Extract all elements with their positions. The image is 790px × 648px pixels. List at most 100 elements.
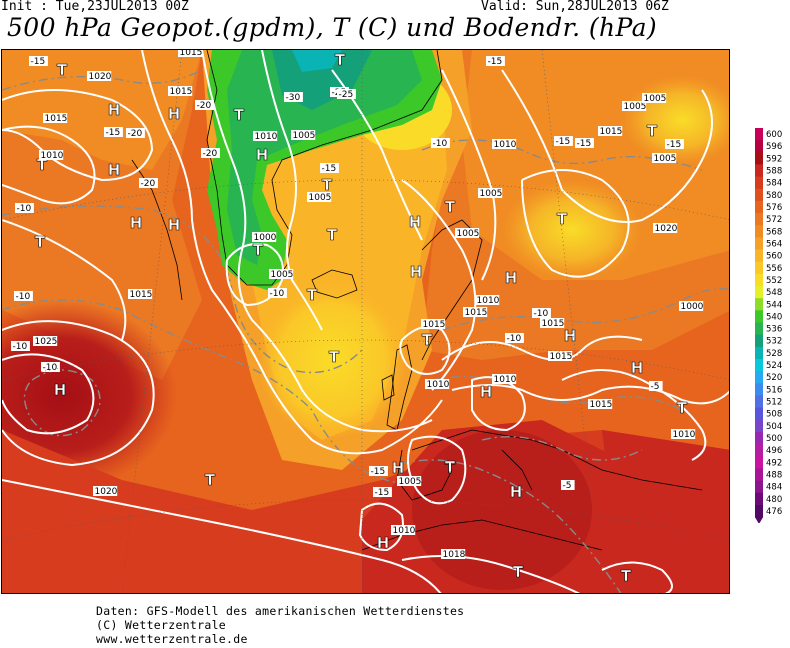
color-scale-swatch	[755, 200, 763, 214]
color-scale-swatch	[755, 140, 763, 153]
low-pressure-marker: T	[557, 210, 568, 228]
isotherm-label: -10	[270, 289, 285, 299]
isobar-label: 1010	[494, 140, 517, 150]
color-scale-tick-label: 492	[766, 458, 782, 468]
isotherm-s	[381, 459, 622, 593]
color-scale-tick-label: 516	[766, 385, 782, 395]
isotherm-label: -15	[31, 57, 46, 67]
isotherm-label: -20	[141, 179, 156, 189]
isobar-label: 1015	[465, 308, 488, 318]
low-pressure-marker: T	[322, 176, 333, 194]
color-scale-tick-label: 524	[766, 361, 782, 371]
color-scale-tick-label: 520	[766, 373, 782, 383]
color-scale-swatch	[755, 383, 763, 397]
isobar-label-box	[391, 525, 416, 535]
isobar-label-box	[178, 50, 203, 57]
isobar-label-box	[598, 126, 623, 136]
color-scale-tick-label: 556	[766, 264, 782, 274]
isotherms	[2, 69, 729, 593]
isobar-label: 1015	[180, 50, 203, 58]
isobar-label: 1015	[550, 352, 573, 362]
isotherm-label: -15	[556, 137, 571, 147]
isobar-label-box	[463, 307, 488, 317]
isobar-label: 1010	[477, 296, 500, 306]
isotherm-label-box	[139, 178, 158, 188]
isobar-label: 1025	[35, 337, 58, 347]
color-scale-tick-label: 500	[766, 434, 782, 444]
isobar-label: 1015	[542, 319, 565, 329]
grid-lat-3	[2, 499, 729, 541]
low-pressure-marker: T	[445, 198, 456, 216]
color-scale-tick-label: 572	[766, 215, 782, 225]
isobar-scand-1010	[401, 179, 477, 391]
low-pressure-marker: T	[57, 61, 68, 79]
color-scale-legend: 600 596 592 588 584 580 576 572 568 564 560 556 552 5…	[753, 120, 789, 525]
isotherm-label: -15	[322, 164, 337, 174]
low-pressure-marker: T	[37, 156, 48, 174]
high-pressure-marker: H	[168, 216, 181, 234]
color-scale-swatch	[755, 261, 763, 275]
low-pressure-marker: T	[647, 122, 658, 140]
grid-lon-3	[541, 50, 603, 593]
low-pressure-marker: T	[422, 331, 433, 349]
color-scale-tick-label: 596	[766, 142, 782, 152]
color-scale-swatch	[755, 468, 763, 482]
isobar-label-box	[492, 139, 517, 149]
color-scale-swatch	[755, 371, 763, 384]
init-time-label: Init : Tue,23JUL2013 00Z	[1, 0, 189, 14]
high-pressure-marker: H	[108, 101, 121, 119]
grid-lat-2	[2, 339, 729, 381]
iberia-coast	[396, 449, 453, 501]
footer-data-source: Daten: GFS-Modell des amerikanischen Wet…	[96, 604, 465, 618]
low-pressure-marker: T	[677, 399, 688, 417]
isobar-africa-1018	[401, 555, 581, 593]
isobar-ne-1010	[501, 69, 713, 223]
isotherm-label: -15	[106, 128, 121, 138]
isotherm-label-box	[29, 56, 48, 66]
isotherm-label-box	[486, 56, 505, 66]
map-title: 500 hPa Geopot.(gpdm), T (C) und Bodendr…	[7, 13, 658, 42]
color-scale-swatch	[755, 504, 763, 518]
color-scale-swatch	[755, 237, 763, 251]
color-scale-swatch	[755, 176, 763, 190]
isobar-label: 1020	[95, 487, 118, 497]
italy-coast	[501, 449, 533, 491]
low-pressure-marker: T	[327, 226, 338, 244]
color-scale-swatch	[755, 456, 763, 470]
isotherm-label: -10	[433, 139, 448, 149]
isotherm-e2	[431, 376, 683, 411]
isotherm-label-box	[201, 148, 220, 158]
isotherm-atl-10	[23, 369, 101, 437]
color-scale-bottom-arrow	[755, 517, 763, 525]
color-scale-swatch	[755, 164, 763, 178]
isotherm-label: -15	[375, 488, 390, 498]
isotherm-label-box	[561, 480, 575, 490]
isobar-label: 1005	[480, 189, 503, 199]
color-scale-swatch	[755, 310, 763, 324]
isobar-label: 1005	[271, 270, 294, 280]
color-scale-swatch	[755, 358, 763, 372]
isobar-label-box	[652, 153, 677, 163]
isobar-label: 1015	[130, 290, 153, 300]
isobar-label: 1010	[393, 526, 416, 536]
isotherm-label-box	[665, 139, 684, 149]
isobar-label: 1005	[293, 131, 316, 141]
isobar-label: 1010	[41, 151, 64, 161]
isobar-label-box	[679, 301, 704, 311]
field-se-red	[602, 430, 729, 593]
isobar-label-box	[425, 379, 450, 389]
isobar-label-box	[548, 351, 573, 361]
isobar-nw-1015	[2, 125, 96, 205]
isotherm-label: -10	[17, 204, 32, 214]
color-scale-tick-label: 552	[766, 276, 782, 286]
isobar-label: 1005	[309, 193, 332, 203]
isotherm-label-box	[15, 203, 34, 213]
high-pressure-marker: H	[505, 269, 518, 287]
isobar-label-box	[397, 476, 422, 486]
low-pressure-marker: T	[445, 458, 456, 476]
color-scale-swatch	[755, 419, 763, 433]
color-scale-swatch	[755, 334, 763, 348]
isobar-nw-1020	[2, 89, 154, 182]
